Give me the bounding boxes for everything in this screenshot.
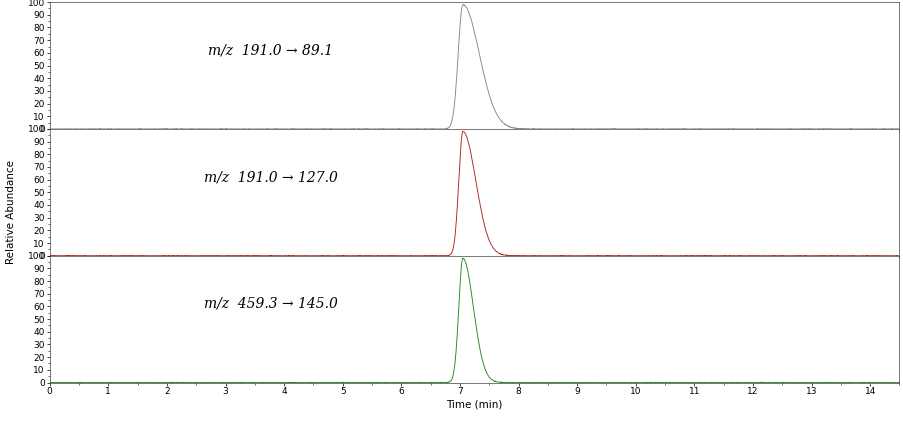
Text: m/z  459.3 → 145.0: m/z 459.3 → 145.0 [203, 297, 337, 311]
X-axis label: Time (min): Time (min) [446, 399, 502, 409]
Text: Relative Abundance: Relative Abundance [5, 161, 16, 264]
Text: m/z  191.0 → 127.0: m/z 191.0 → 127.0 [203, 170, 337, 184]
Text: m/z  191.0 → 89.1: m/z 191.0 → 89.1 [208, 43, 333, 57]
